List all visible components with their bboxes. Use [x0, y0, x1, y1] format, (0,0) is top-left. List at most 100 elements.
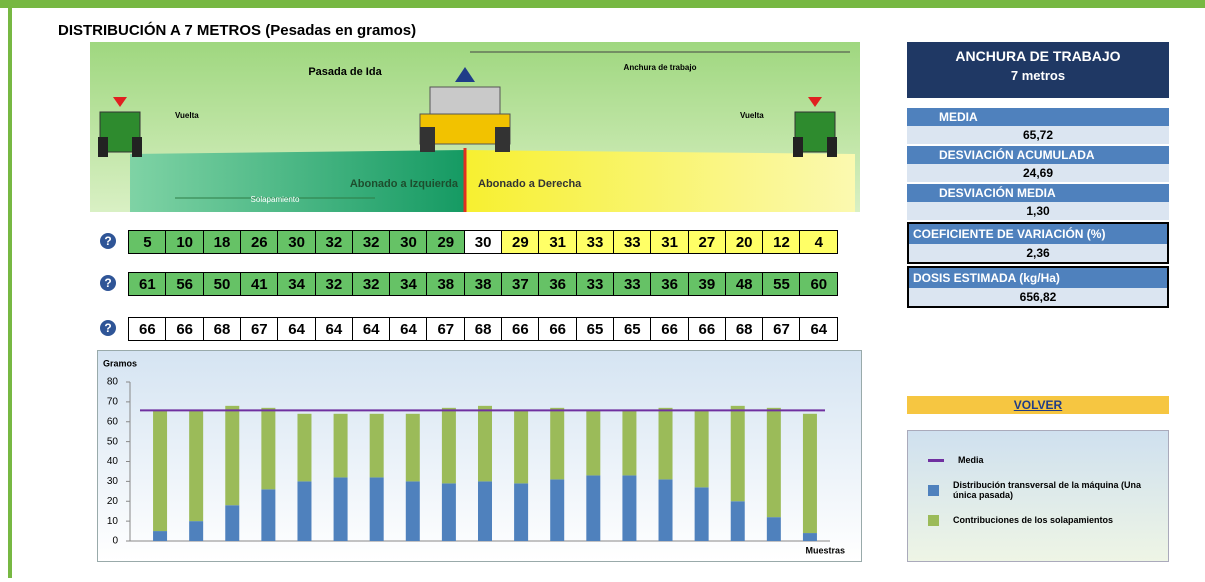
weight-cell: 50 [202, 272, 242, 296]
weight-cell: 31 [650, 230, 689, 254]
weight-cell: 10 [165, 230, 205, 254]
bar-segment [622, 409, 637, 476]
weight-cell: 65 [575, 317, 615, 341]
bar-segment [514, 483, 529, 541]
weight-cell: 30 [463, 230, 503, 254]
weight-cell: 31 [538, 230, 578, 254]
y-axis-label: Gramos [103, 358, 137, 368]
weight-cell: 61 [128, 272, 167, 296]
width-label: Anchura de trabajo [624, 63, 697, 72]
legend-label: Contribuciones de los solapamientos [953, 515, 1114, 525]
back-button[interactable]: VOLVER [907, 396, 1169, 414]
weight-cell: 32 [351, 230, 391, 254]
help-icon: ? [100, 275, 116, 291]
bar-segment [586, 475, 601, 541]
bar-segment [405, 413, 420, 482]
bar-segment [441, 407, 456, 484]
weight-cell: 64 [799, 317, 839, 341]
help-icon: ? [100, 320, 116, 336]
stat-item: DOSIS ESTIMADA (kg/Ha) 656,82 [907, 266, 1169, 308]
stat-value: 65,72 [907, 126, 1169, 144]
weight-cell: 56 [165, 272, 205, 296]
left-label: Abonado a Izquierda [350, 178, 459, 190]
weight-cell: 36 [538, 272, 578, 296]
weight-cell: 48 [724, 272, 764, 296]
stat-item: MEDIA 65,72 [907, 108, 1169, 144]
weight-cell: 66 [501, 317, 540, 341]
stat-label: DESVIACIÓN MEDIA [907, 184, 1169, 202]
weight-cell: 64 [277, 317, 316, 341]
page-title: DISTRIBUCIÓN A 7 METROS (Pesadas en gram… [58, 22, 417, 39]
bar-segment [189, 409, 204, 522]
weight-cell: 65 [612, 317, 652, 341]
bar-segment [550, 479, 565, 541]
legend-item: Distribución transversal de la máquina (… [928, 479, 1148, 501]
weight-cell: 33 [575, 272, 615, 296]
stat-value: 656,82 [909, 288, 1167, 306]
weight-cell: 64 [314, 317, 354, 341]
legend-panel: Media Distribución transversal de la máqu… [907, 430, 1169, 562]
weight-cell: 39 [687, 272, 727, 296]
stat-value: 24,69 [907, 164, 1169, 182]
y-tick-label: 40 [107, 456, 119, 467]
legend-label: Media [958, 455, 984, 465]
weight-cell: 33 [612, 230, 652, 254]
bar-segment [478, 481, 492, 541]
stats-panel: MEDIA 65,72 DESVIACIÓN ACUMULADA 24,69 DESVI… [907, 108, 1169, 310]
weight-cell: 68 [463, 317, 503, 341]
tractor-left [98, 97, 142, 157]
right-label: Abonado a Derecha [478, 178, 582, 190]
weight-cell: 26 [239, 230, 279, 254]
bar-segment [802, 413, 817, 534]
weight-cell: 33 [575, 230, 615, 254]
bar-segment [514, 409, 529, 484]
bar-segment [261, 489, 276, 541]
weight-cell: 30 [277, 230, 316, 254]
tractor-center [419, 67, 511, 152]
bar-segment [153, 409, 168, 532]
weight-cell: 37 [501, 272, 540, 296]
weight-cell: 68 [202, 317, 242, 341]
stat-label: MEDIA [907, 108, 1169, 126]
weight-cell: 66 [687, 317, 727, 341]
weight-cell: 67 [426, 317, 466, 341]
weight-cell: 32 [351, 272, 391, 296]
bar-segment [802, 533, 817, 541]
y-tick-label: 0 [112, 536, 118, 547]
weight-cell: 66 [165, 317, 205, 341]
bar-segment [153, 531, 168, 541]
bar-segment [622, 475, 637, 541]
stat-label: DESVIACIÓN ACUMULADA [907, 146, 1169, 164]
weight-cell: 29 [501, 230, 540, 254]
bar-segment [441, 483, 456, 541]
overlap-label: Solapamiento [251, 195, 300, 204]
bar-segment [586, 409, 601, 476]
bar-segment [730, 501, 745, 541]
weight-cell: 20 [724, 230, 764, 254]
width-value: 7 metros [1010, 68, 1066, 83]
weight-cell: 38 [463, 272, 503, 296]
weight-cell: 66 [650, 317, 689, 341]
left-spread [130, 150, 465, 212]
stat-value: 1,30 [907, 202, 1169, 220]
tractor-right [793, 97, 837, 157]
weight-cell: 66 [128, 317, 167, 341]
bar-segment [730, 405, 745, 502]
x-axis-label: Muestras [805, 545, 845, 555]
stat-item: COEFICIENTE DE VARIACIÓN (%) 2,36 [907, 222, 1169, 264]
bar-segment [225, 405, 240, 506]
right-spread [465, 150, 855, 212]
bar-segment [369, 477, 384, 541]
return-label: Vuelta [175, 111, 199, 120]
legend-item: Media [928, 449, 1148, 471]
illustration: Pasada de Ida Anchura de trabajo Vuelta … [90, 42, 860, 212]
bar-segment [297, 481, 312, 541]
left-border [8, 8, 12, 578]
y-tick-label: 60 [107, 416, 119, 427]
bar-segment [405, 481, 420, 541]
bar-segment [225, 505, 240, 541]
bar-segment [478, 405, 492, 482]
weight-cell: 38 [426, 272, 466, 296]
stat-item: DESVIACIÓN MEDIA 1,30 [907, 184, 1169, 220]
